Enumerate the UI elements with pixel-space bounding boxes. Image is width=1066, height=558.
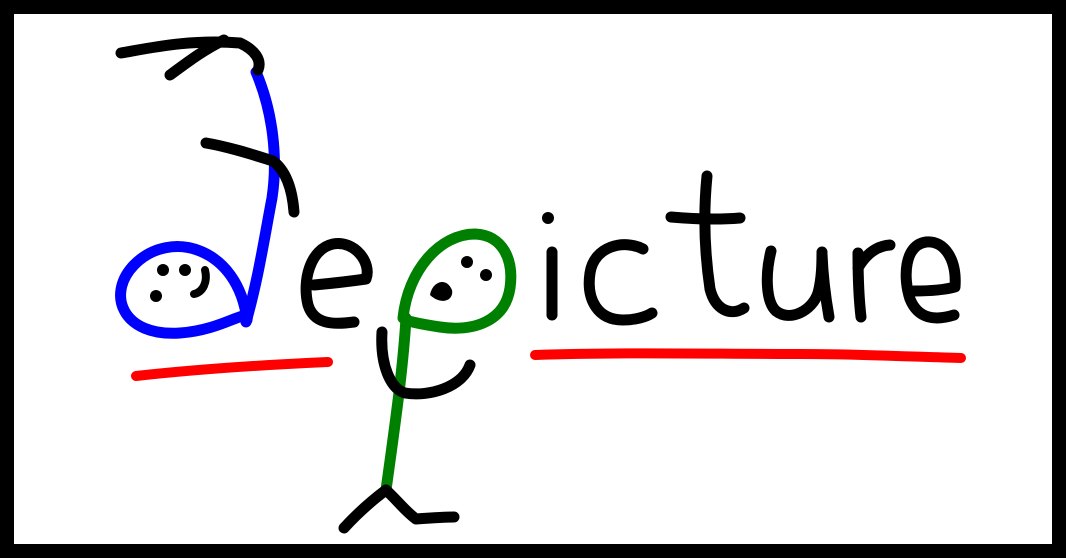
letter-e-final	[900, 236, 961, 324]
green-figure-right-eye	[480, 269, 492, 281]
letters-icture	[542, 170, 961, 326]
green-figure-body	[380, 312, 412, 496]
blue-figure-nose	[150, 290, 162, 302]
blue-figure-leg-left	[115, 36, 265, 76]
underline-left	[131, 357, 333, 381]
letter-e	[300, 238, 373, 329]
blue-figure-right-eye	[179, 264, 191, 276]
blue-figure-arm	[200, 137, 300, 218]
letter-t-stem	[699, 170, 750, 318]
letter-i-dot	[542, 212, 554, 224]
drawing-canvas	[14, 14, 1052, 544]
letter-u	[761, 245, 835, 323]
blue-figure-d	[115, 66, 280, 339]
green-figure-head	[397, 228, 517, 334]
blue-figure-head	[115, 241, 253, 339]
green-figure-leg-right	[380, 484, 460, 525]
red-underlines	[131, 348, 966, 381]
blue-figure-leg-right	[164, 34, 230, 81]
green-figure-p	[380, 228, 517, 496]
green-figure-mouth	[430, 281, 453, 301]
blue-figure-left-eye	[157, 264, 169, 276]
blue-figure-limbs	[115, 34, 300, 218]
green-figure-left-eye	[461, 256, 473, 268]
letter-r	[852, 239, 896, 323]
underline-right	[530, 348, 966, 363]
green-figure-arm	[376, 326, 476, 400]
blue-figure-body	[240, 66, 280, 328]
letter-t-bar	[665, 211, 746, 225]
green-figure-leg-left	[338, 484, 392, 534]
blue-figure-mouth	[190, 266, 210, 298]
green-figure-limbs	[338, 326, 476, 534]
letter-c	[583, 239, 658, 326]
